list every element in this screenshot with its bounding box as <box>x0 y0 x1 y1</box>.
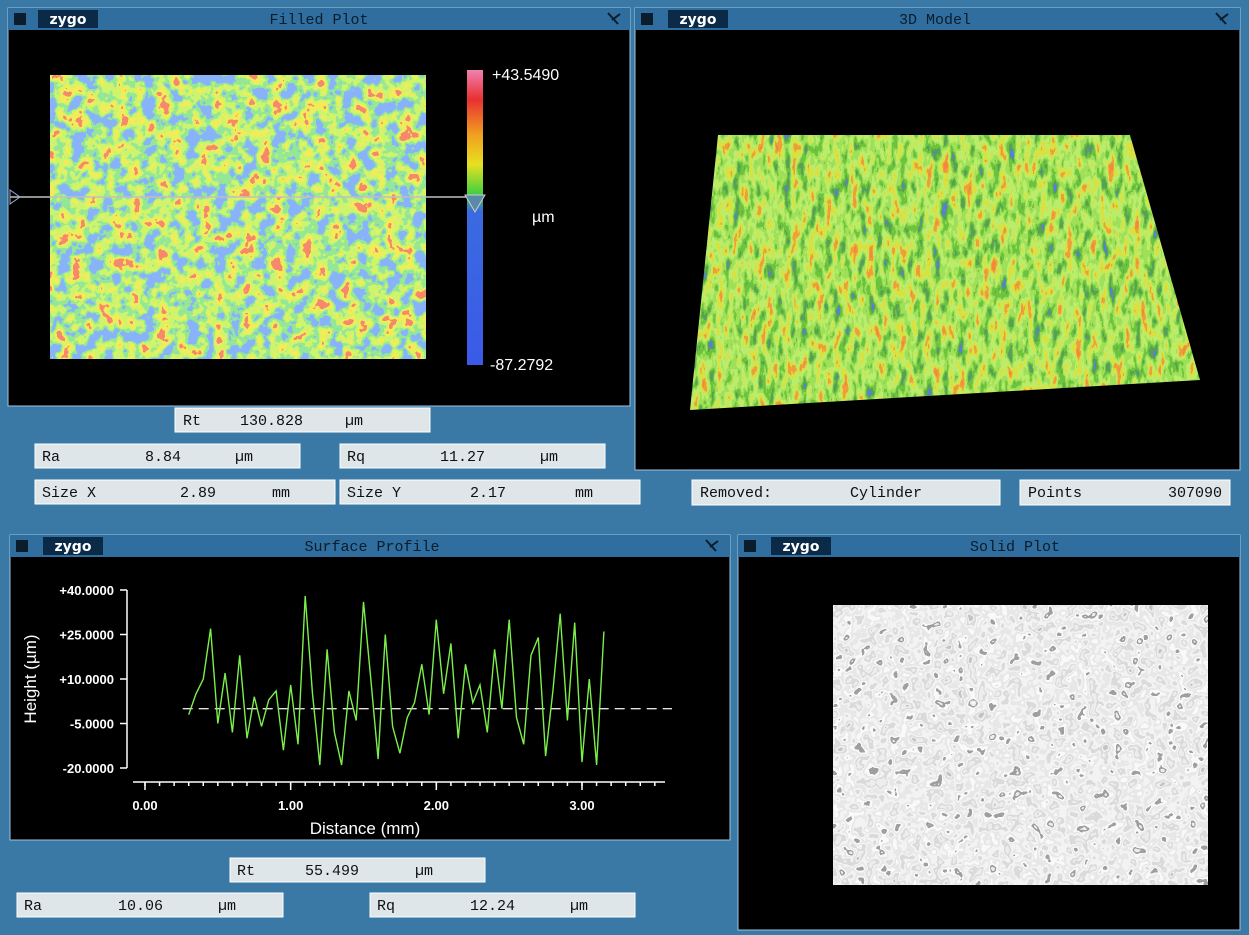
field-unit: µm <box>570 898 588 915</box>
field-rq: Rq 12.24 µm <box>370 893 635 917</box>
field-unit: µm <box>345 413 363 430</box>
x-tick-label: 3.00 <box>569 798 594 813</box>
field-value: Cylinder <box>850 485 922 502</box>
y-axis-label: Height (µm) <box>21 634 40 723</box>
y-tick-label: -20.0000 <box>63 761 114 776</box>
field-ra: Ra 10.06 µm <box>17 893 283 917</box>
solid-plot-panel: zygo Solid Plot <box>738 535 1240 930</box>
field-size-x: Size X 2.89 mm <box>35 480 335 504</box>
field-label: Rq <box>347 449 365 466</box>
field-unit: mm <box>272 485 290 502</box>
field-points: Points 307090 <box>1020 480 1230 505</box>
field-rt: Rt 55.499 µm <box>230 858 485 882</box>
field-label: Rt <box>183 413 201 430</box>
solid-plot-image <box>833 605 1208 885</box>
logo: zygo <box>783 539 820 555</box>
close-icon[interactable] <box>744 540 756 552</box>
field-value: 2.89 <box>180 485 216 502</box>
field-label: Points <box>1028 485 1082 502</box>
field-label: Rt <box>237 863 255 880</box>
field-rt: Rt 130.828 µm <box>175 408 430 432</box>
results-profile: Rt 55.499 µm Ra 10.06 µm Rq 12.24 µm <box>17 858 635 917</box>
filled-plot-panel: zygo Filled Plot +43.5490 µm -87.2792 <box>8 8 630 406</box>
field-value: 12.24 <box>470 898 515 915</box>
field-unit: mm <box>575 485 593 502</box>
logo: zygo <box>50 12 87 28</box>
panel-title: Surface Profile <box>304 539 439 556</box>
scale-unit: µm <box>532 209 555 226</box>
logo: zygo <box>680 12 717 28</box>
panel-title: Solid Plot <box>970 539 1060 556</box>
surface-3d <box>690 135 1200 410</box>
y-tick-label: -5.0000 <box>70 717 114 732</box>
field-value: 8.84 <box>145 449 181 466</box>
close-icon[interactable] <box>16 540 28 552</box>
close-icon[interactable] <box>14 13 26 25</box>
field-label: Ra <box>24 898 42 915</box>
field-value: 2.17 <box>470 485 506 502</box>
field-rq: Rq 11.27 µm <box>340 444 605 468</box>
field-unit: µm <box>218 898 236 915</box>
surface-profile-panel: zygo Surface Profile +40.0000 +25.0000 +10… <box>10 535 730 840</box>
filled-plot-image <box>50 75 426 359</box>
scale-min: -87.2792 <box>490 357 553 374</box>
field-label: Size Y <box>347 485 401 502</box>
scale-max: +43.5490 <box>492 67 559 84</box>
field-label: Ra <box>42 449 60 466</box>
field-value: 307090 <box>1168 485 1222 502</box>
field-removed: Removed: Cylinder <box>692 480 1000 505</box>
panel-frame <box>10 535 730 840</box>
field-value: 10.06 <box>118 898 163 915</box>
close-icon[interactable] <box>641 13 653 25</box>
x-axis-label: Distance (mm) <box>310 819 421 838</box>
x-tick-label: 1.00 <box>278 798 303 813</box>
field-size-y: Size Y 2.17 mm <box>340 480 640 504</box>
field-unit: µm <box>540 449 558 466</box>
field-value: 55.499 <box>305 863 359 880</box>
model-3d-panel: zygo 3D Model <box>635 8 1240 470</box>
field-label: Size X <box>42 485 96 502</box>
field-label: Rq <box>377 898 395 915</box>
field-value: 130.828 <box>240 413 303 430</box>
panel-title: 3D Model <box>899 12 971 29</box>
x-tick-label: 0.00 <box>132 798 157 813</box>
x-tick-label: 2.00 <box>424 798 449 813</box>
field-ra: Ra 8.84 µm <box>35 444 300 468</box>
y-tick-label: +40.0000 <box>59 583 114 598</box>
field-value: 11.27 <box>440 449 485 466</box>
color-bar <box>467 70 483 365</box>
y-tick-label: +10.0000 <box>59 672 114 687</box>
panel-title: Filled Plot <box>269 12 368 29</box>
y-tick-label: +25.0000 <box>59 628 114 643</box>
logo: zygo <box>55 539 92 555</box>
field-unit: µm <box>415 863 433 880</box>
field-unit: µm <box>235 449 253 466</box>
screen: zygo Filled Plot +43.5490 µm -87.2792 zy… <box>0 0 1249 935</box>
field-label: Removed: <box>700 485 772 502</box>
